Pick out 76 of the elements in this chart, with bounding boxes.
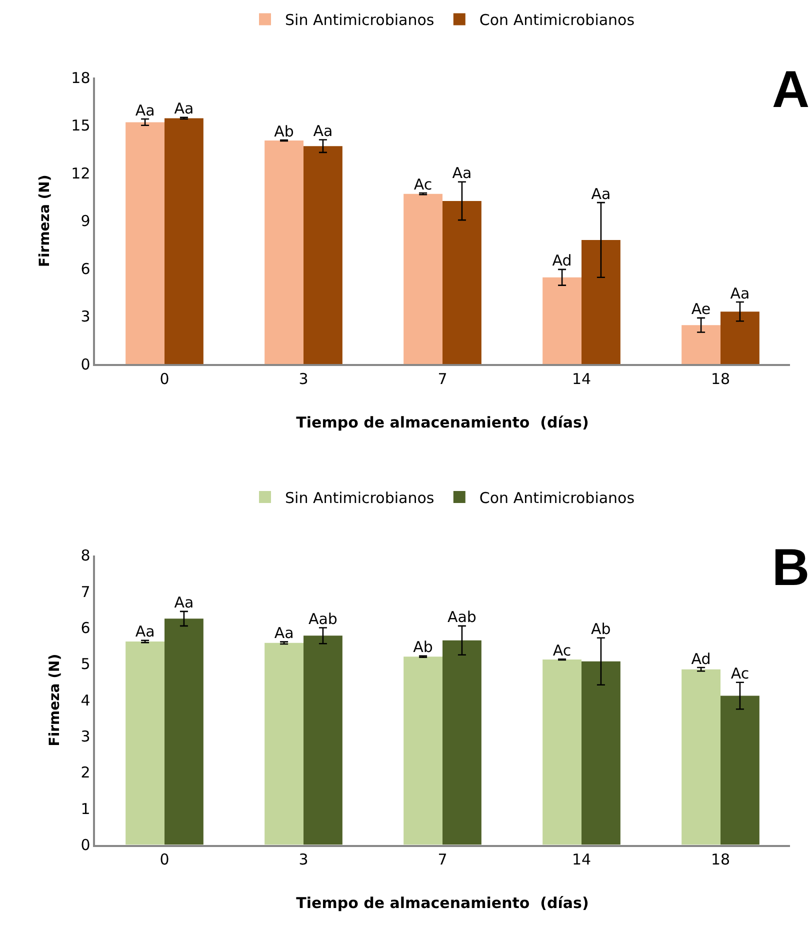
data-label: Aa: [174, 594, 194, 612]
data-label: Ae: [691, 300, 711, 318]
data-label: Ac: [414, 175, 432, 194]
bar: [164, 118, 204, 364]
x-tick-label: 7: [438, 370, 448, 388]
bar: [304, 636, 342, 845]
annotation: B: [772, 539, 810, 597]
x-tick-label: 3: [298, 370, 308, 388]
y-tick-label: 15: [71, 116, 90, 135]
x-tick-label: 3: [298, 850, 308, 869]
y-tick-label: 4: [80, 691, 90, 710]
data-label: Aa: [313, 122, 333, 140]
bar: [164, 618, 204, 845]
x-axis-title: Tiempo de almacenamiento (días): [296, 894, 589, 912]
legend-label: Sin Antimicrobianos: [285, 488, 434, 507]
legend-label: Con Antimicrobianos: [479, 488, 635, 507]
data-label: Aa: [730, 284, 750, 302]
data-label: Aa: [274, 624, 294, 642]
y-tick-label: 0: [80, 836, 90, 854]
x-tick-label: 14: [572, 370, 592, 388]
y-tick-label: 18: [71, 68, 90, 87]
data-label: Ad: [552, 252, 572, 270]
bar: [264, 642, 304, 845]
data-label: Aa: [135, 622, 155, 641]
legend-label: Sin Antimicrobianos: [285, 11, 434, 30]
data-label: Aa: [135, 101, 155, 120]
y-tick-label: 6: [80, 260, 90, 278]
annotation: A: [772, 61, 810, 119]
x-tick-label: 7: [438, 850, 448, 869]
data-label: Ab: [413, 638, 433, 656]
bar: [404, 656, 442, 845]
x-tick-label: 18: [710, 850, 730, 869]
data-label: Aa: [591, 184, 611, 203]
data-label: Ad: [691, 650, 711, 668]
bar: [304, 146, 342, 364]
data-label: Ac: [730, 664, 750, 683]
y-tick-label: 2: [80, 764, 90, 782]
bar: [442, 640, 482, 845]
y-tick-label: 1: [80, 800, 90, 818]
data-label: Aab: [447, 608, 476, 626]
bar: [682, 325, 720, 364]
bar: [582, 661, 620, 845]
y-tick-label: 12: [71, 164, 90, 182]
y-tick-label: 5: [80, 655, 90, 674]
bar: [542, 277, 582, 364]
y-tick-label: 3: [80, 727, 90, 746]
data-label: Aab: [308, 610, 338, 628]
bar: [582, 240, 620, 364]
x-tick-label: 0: [160, 370, 170, 388]
data-label: Aa: [452, 164, 472, 182]
bar: [442, 200, 482, 364]
y-axis-title: Firmeza (N): [46, 654, 63, 746]
y-tick-label: 0: [80, 355, 90, 374]
x-axis-title: Tiempo de almacenamiento (días): [296, 413, 589, 432]
bar: [682, 669, 720, 845]
x-tick-label: 0: [160, 850, 170, 869]
bar: [264, 140, 304, 364]
y-tick-label: 7: [80, 582, 90, 601]
y-tick-label: 8: [80, 546, 90, 565]
x-tick-label: 14: [572, 850, 592, 869]
data-label: Aa: [174, 100, 194, 118]
bar: [404, 194, 442, 364]
bar: [720, 696, 760, 845]
data-label: Ac: [552, 641, 572, 660]
data-label: Ab: [274, 122, 294, 140]
data-label: Ab: [591, 620, 611, 638]
y-tick-label: 3: [80, 308, 90, 326]
y-axis-title: Firmeza (N): [37, 174, 54, 268]
y-tick-label: 6: [80, 618, 90, 637]
bar: [126, 122, 164, 364]
x-tick-label: 18: [710, 370, 730, 388]
bar: [126, 641, 164, 845]
bar: [542, 660, 582, 845]
y-tick-label: 9: [80, 212, 90, 230]
bar: [720, 312, 760, 364]
legend-label: Con Antimicrobianos: [479, 11, 635, 30]
